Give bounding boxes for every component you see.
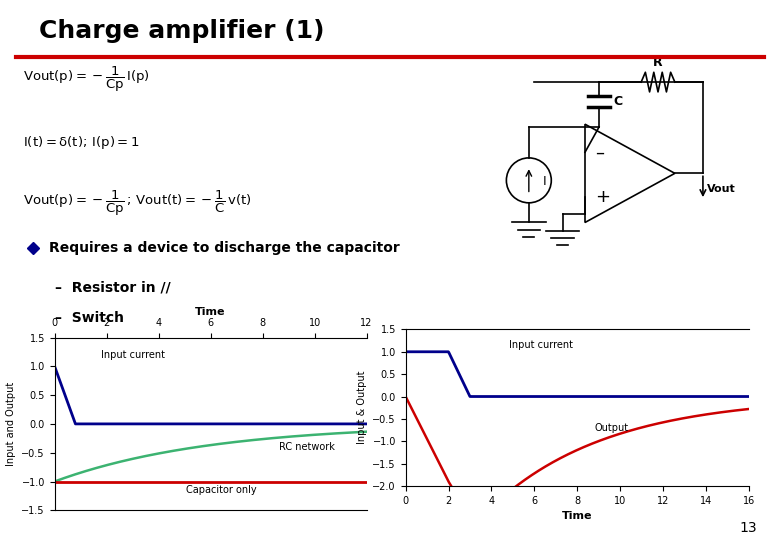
Text: R: R	[653, 57, 663, 70]
Text: $\mathrm{Vout(p) = -\dfrac{1}{Cp}\,;\, Vout(t) = -\dfrac{1}{C}\,v(t)}$: $\mathrm{Vout(p) = -\dfrac{1}{Cp}\,;\, V…	[23, 189, 252, 218]
Text: $\mathrm{Vout(p) = -\dfrac{1}{Cp}\,I(p)}$: $\mathrm{Vout(p) = -\dfrac{1}{Cp}\,I(p)}…	[23, 65, 151, 94]
Text: Output: Output	[594, 423, 629, 433]
Text: Input current: Input current	[509, 340, 573, 350]
Text: +: +	[595, 188, 610, 206]
Text: C: C	[613, 95, 622, 108]
Text: –  Switch: – Switch	[55, 310, 123, 325]
Text: –: –	[595, 143, 604, 161]
Text: Requires a device to discharge the capacitor: Requires a device to discharge the capac…	[48, 241, 399, 255]
Text: 13: 13	[739, 521, 757, 535]
Text: Input current: Input current	[101, 350, 165, 360]
Title: Time: Time	[195, 307, 226, 317]
Text: –  Resistor in //: – Resistor in //	[55, 280, 170, 294]
Y-axis label: Input and Output: Input and Output	[5, 382, 16, 466]
Text: RC network: RC network	[279, 442, 335, 452]
Text: Vout: Vout	[707, 184, 736, 194]
Text: I: I	[543, 176, 547, 188]
Text: $\mathrm{I(t) = \delta(t);\, I(p) = 1}$: $\mathrm{I(t) = \delta(t);\, I(p) = 1}$	[23, 134, 140, 151]
Text: Charge amplifier (1): Charge amplifier (1)	[39, 19, 324, 43]
Y-axis label: Input & Output: Input & Output	[356, 371, 367, 444]
Text: Capacitor only: Capacitor only	[186, 485, 257, 495]
X-axis label: Time: Time	[562, 511, 593, 521]
